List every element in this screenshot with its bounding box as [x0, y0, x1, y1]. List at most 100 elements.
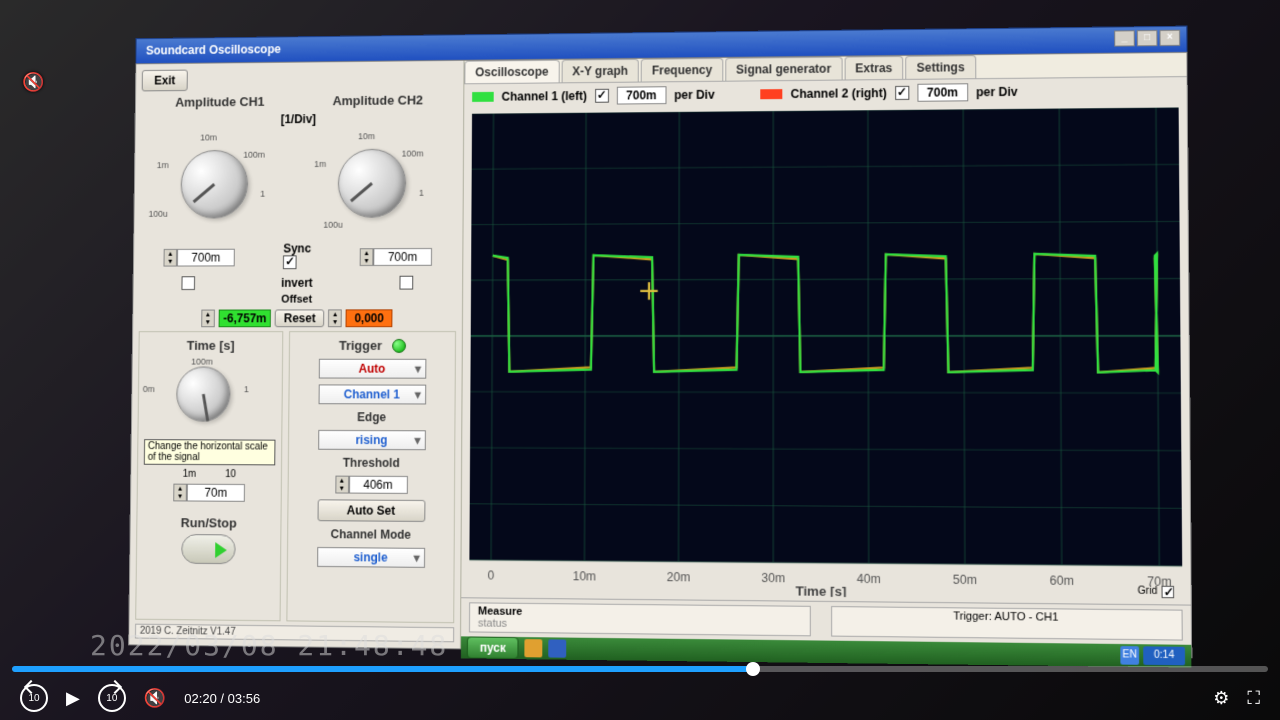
tray-time[interactable]: 0:14 — [1143, 646, 1185, 665]
fullscreen-icon[interactable]: ⛶ — [1247, 688, 1260, 709]
taskbar-icon[interactable] — [549, 639, 567, 657]
threshold-spin[interactable]: ▴▾406m — [335, 476, 408, 494]
ch1-enable-checkbox[interactable] — [595, 89, 609, 103]
knob-ch2-wrap: 10m 100m 1m 1 100u — [304, 129, 451, 238]
mute-icon[interactable]: 🔇 — [22, 72, 44, 93]
system-tray: EN 0:14 — [1120, 646, 1185, 665]
offset-row: ▴▾ -6,757m Reset ▴▾ 0,000 — [139, 309, 456, 327]
settings-icon[interactable]: ⚙ — [1213, 688, 1229, 709]
scope-display[interactable]: 010m20m30m40m50m60m70mTime [s] Grid — [469, 107, 1182, 600]
time-panel: Time [s] 100m 0m 1 Change the horizontal… — [135, 331, 283, 621]
amp-ch2-value[interactable]: 700m — [373, 248, 432, 266]
measure-status: status — [478, 617, 802, 633]
time-label: Time [s] — [187, 338, 235, 353]
perdiv2: per Div — [976, 85, 1018, 99]
amplitude-knob-ch2[interactable] — [338, 149, 407, 218]
svg-text:20m: 20m — [667, 570, 691, 585]
amp-ch2-spin[interactable]: ▴▾700m — [360, 248, 432, 266]
svg-text:Time [s]: Time [s] — [795, 583, 846, 599]
grid-checkbox[interactable] — [1161, 585, 1174, 597]
autoset-button[interactable]: Auto Set — [317, 499, 425, 522]
tab-oscilloscope[interactable]: Oscilloscope — [464, 60, 559, 84]
reset-button[interactable]: Reset — [275, 309, 324, 327]
trigger-mode-combo[interactable]: Auto — [318, 359, 426, 379]
trigger-label: Trigger — [339, 338, 382, 353]
progress-fill — [12, 666, 753, 672]
maximize-button[interactable]: □ — [1137, 30, 1158, 46]
lang-indicator[interactable]: EN — [1120, 646, 1139, 665]
tab-settings[interactable]: Settings — [905, 55, 975, 79]
ch2-label: Channel 2 (right) — [791, 86, 887, 101]
svg-text:10m: 10m — [573, 569, 597, 584]
ch1-color-swatch — [472, 92, 494, 102]
offset-ch1-value[interactable]: -6,757m — [218, 309, 271, 327]
svg-text:50m: 50m — [953, 573, 977, 588]
chmode-label: Channel Mode — [331, 527, 411, 542]
amp-values-row: ▴▾700m Sync ▴▾700m — [139, 241, 456, 272]
play-button[interactable]: ▶ — [66, 688, 80, 709]
progress-bar[interactable] — [12, 666, 1268, 672]
time-tooltip: Change the horizontal scale of the signa… — [144, 439, 276, 465]
close-button[interactable]: × — [1159, 30, 1180, 46]
time-value[interactable]: 70m — [187, 484, 245, 502]
amplitude-knob-ch1[interactable] — [180, 150, 248, 219]
app-body: Exit Amplitude CH1 Amplitude CH2 [1/Div]… — [128, 52, 1192, 658]
amp-ch2-label: Amplitude CH2 — [332, 93, 423, 109]
tab-extras[interactable]: Extras — [844, 56, 903, 80]
window-title: Soundcard Oscilloscope — [146, 42, 281, 57]
start-button[interactable]: пуск — [467, 636, 519, 659]
amplitude-knobs: 10m 100m 1m 1 100u 10m 100m 1m 1 100u — [140, 129, 457, 239]
minimize-button[interactable]: _ — [1114, 30, 1135, 46]
invert-row: invert — [139, 276, 456, 290]
ch2-scale[interactable]: 700m — [917, 83, 968, 102]
threshold-value[interactable]: 406m — [349, 476, 408, 494]
camera-timestamp: 2022/03/08 21:48:48 — [90, 629, 448, 662]
amp-ch1-label: Amplitude CH1 — [175, 94, 265, 109]
skip-back-button[interactable]: 10 — [20, 684, 48, 712]
volume-mute-icon[interactable]: 🔇 — [144, 688, 166, 709]
ch1-label: Channel 1 (left) — [502, 89, 587, 104]
edge-label: Edge — [357, 410, 386, 424]
amp-ch1-spin[interactable]: ▴▾700m — [164, 248, 235, 266]
edge-combo[interactable]: rising — [318, 430, 426, 450]
invert-ch1-checkbox[interactable] — [182, 276, 196, 290]
amp-ch1-value[interactable]: 700m — [177, 248, 235, 266]
grid-label: Grid — [1138, 586, 1158, 598]
trigger-led-icon — [392, 339, 406, 353]
exit-button[interactable]: Exit — [142, 70, 188, 92]
monitor-screen: Soundcard Oscilloscope _ □ × Exit Amplit… — [128, 26, 1192, 659]
chmode-combo[interactable]: single — [317, 547, 425, 568]
offset-ch2-value[interactable]: 0,000 — [346, 309, 393, 327]
window-buttons: _ □ × — [1114, 30, 1180, 47]
amp-unit: [1/Div] — [141, 111, 457, 127]
svg-text:0: 0 — [488, 569, 495, 583]
tab-siggen[interactable]: Signal generator — [725, 57, 842, 81]
left-panel: Exit Amplitude CH1 Amplitude CH2 [1/Div]… — [129, 61, 464, 649]
perdiv1: per Div — [674, 88, 715, 102]
sync-label: Sync — [283, 242, 311, 256]
sync-checkbox[interactable] — [283, 255, 297, 269]
sub-panels: Time [s] 100m 0m 1 Change the horizontal… — [135, 331, 456, 623]
ch2-enable-checkbox[interactable] — [895, 86, 909, 100]
scope-svg: 010m20m30m40m50m60m70mTime [s] — [469, 107, 1182, 600]
tab-xy[interactable]: X-Y graph — [561, 59, 639, 83]
time-value-spin[interactable]: ▴▾70m — [173, 484, 245, 502]
trigger-source-combo[interactable]: Channel 1 — [318, 384, 426, 404]
svg-text:40m: 40m — [857, 572, 881, 587]
taskbar-icon[interactable] — [525, 639, 543, 657]
threshold-label: Threshold — [343, 456, 400, 470]
runstop-button[interactable] — [181, 534, 236, 564]
trigger-panel: Trigger Auto Channel 1 Edge rising Thres… — [286, 331, 456, 623]
time-knob[interactable] — [176, 367, 231, 422]
progress-thumb[interactable] — [746, 662, 760, 676]
ch2-color-swatch — [761, 89, 783, 99]
knob-ch1-wrap: 10m 100m 1m 1 100u — [146, 130, 291, 238]
tab-frequency[interactable]: Frequency — [641, 58, 723, 82]
skip-forward-button[interactable]: 10 — [98, 684, 126, 712]
invert-ch2-checkbox[interactable] — [399, 276, 413, 290]
offset-label: Offset — [139, 293, 456, 305]
ch1-scale[interactable]: 700m — [617, 86, 667, 104]
time-display: 02:20 / 03:56 — [184, 691, 260, 706]
video-frame: Soundcard Oscilloscope _ □ × Exit Amplit… — [0, 0, 1280, 720]
player-controls: 10 ▶ 10 🔇 02:20 / 03:56 ⚙ ⛶ — [0, 676, 1280, 720]
